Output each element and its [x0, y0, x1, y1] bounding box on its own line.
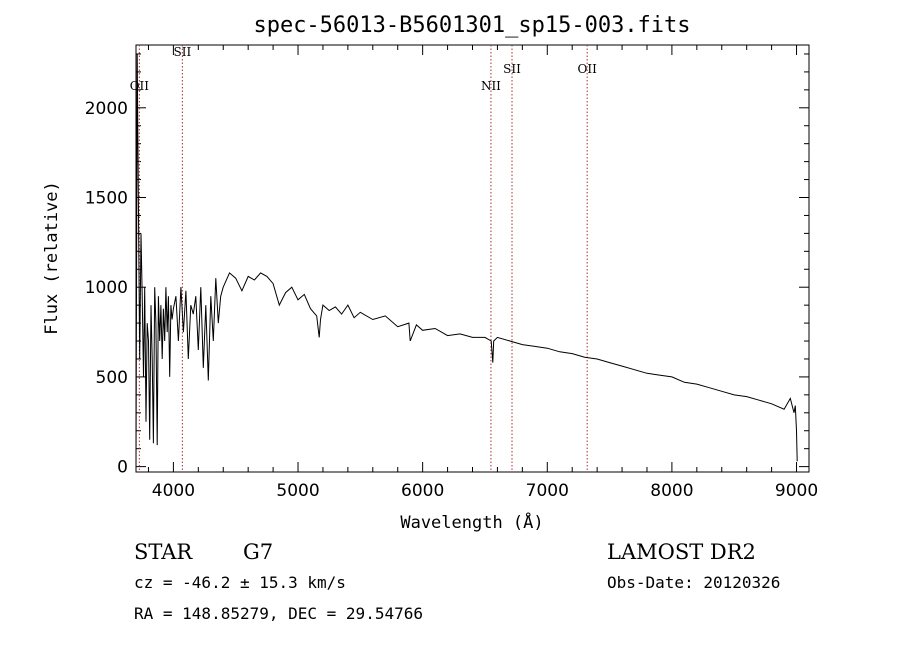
- spectral-line-label: OII: [130, 79, 150, 93]
- spectral-line-label: SII: [503, 62, 521, 76]
- x-tick-label: 6000: [401, 481, 444, 501]
- x-tick-label: 9000: [775, 481, 818, 501]
- x-tick-label: 8000: [650, 481, 693, 501]
- coordinates-line: RA = 148.85279, DEC = 29.54766: [134, 604, 423, 623]
- x-axis-label: Wavelength (Å): [400, 511, 543, 533]
- y-tick-label: 500: [96, 368, 128, 388]
- x-tick-label: 4000: [152, 481, 195, 501]
- y-tick-label: 1000: [85, 278, 128, 298]
- object-subclass: G7: [243, 540, 273, 564]
- obs-date-line: Obs-Date: 20120326: [607, 573, 780, 592]
- spectral-line-label: NII: [481, 79, 501, 93]
- spectral-line-label: OII: [577, 62, 597, 76]
- object-class: STAR: [134, 540, 193, 564]
- spectrum-series-line: [135, 53, 798, 467]
- y-tick-label: 1500: [85, 189, 128, 209]
- y-tick-label: 2000: [85, 99, 128, 119]
- redshift-line: cz = -46.2 ± 15.3 km/s: [134, 573, 346, 592]
- survey-name: LAMOST DR2: [607, 540, 756, 564]
- y-axis-label: Flux (relative): [42, 181, 62, 335]
- spectral-line-label: SII: [174, 45, 192, 59]
- y-tick-labels: 0 500 1000 1500 2000: [85, 99, 128, 478]
- y-tick-label: 0: [117, 458, 128, 478]
- chart-title: spec-56013-B5601301_sp15-003.fits: [253, 13, 690, 38]
- x-tick-label: 5000: [276, 481, 319, 501]
- x-tick-label: 7000: [526, 481, 569, 501]
- plot-frame: [135, 44, 810, 473]
- x-tick-labels: 4000 5000 6000 7000 8000 9000: [152, 481, 818, 501]
- axis-ticks: [136, 45, 809, 472]
